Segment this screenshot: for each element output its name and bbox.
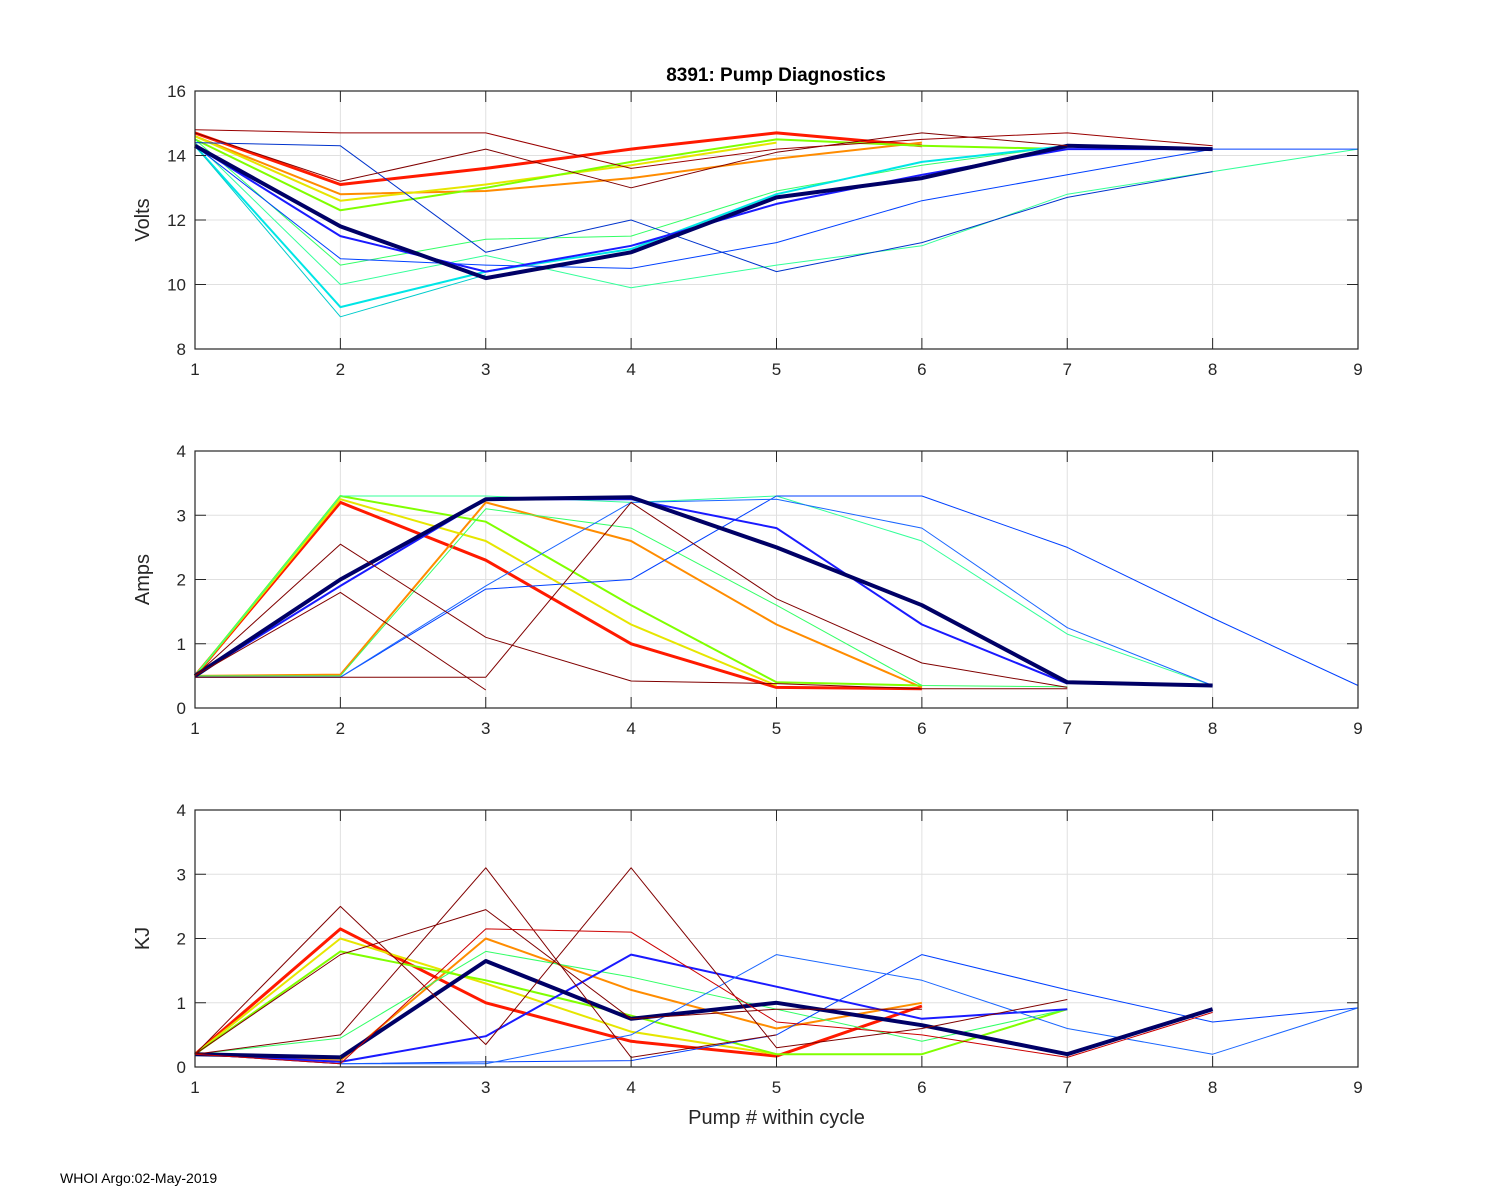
- y-tick-label: 10: [167, 276, 186, 295]
- y-tick-label: 2: [177, 571, 186, 590]
- series-line: [194, 132, 1068, 189]
- y-tick-label: 4: [177, 801, 186, 820]
- series-line: [194, 129, 1213, 169]
- series-line: [195, 498, 1213, 686]
- x-tick-label: 1: [190, 1078, 199, 1097]
- x-axis-label: Pump # within cycle: [688, 1107, 865, 1129]
- series-line: [194, 142, 1213, 273]
- x-tick-label: 9: [1353, 719, 1362, 738]
- x-tick-label: 2: [336, 719, 345, 738]
- x-tick-label: 4: [626, 360, 635, 379]
- x-tick-label: 7: [1063, 1078, 1072, 1097]
- y-tick-label: 2: [177, 930, 186, 949]
- series-line: [194, 501, 923, 689]
- series-line: [195, 495, 1359, 686]
- y-tick-label: 8: [177, 340, 186, 359]
- chart-title: 8391: Pump Diagnostics: [666, 65, 886, 86]
- x-tick-label: 6: [917, 360, 926, 379]
- x-tick-label: 6: [917, 1078, 926, 1097]
- footer-label: WHOI Argo:02-May-2019: [60, 1170, 218, 1186]
- series-line: [194, 543, 1068, 690]
- x-tick-label: 3: [481, 360, 490, 379]
- series-line: [195, 501, 1068, 688]
- y-tick-label: 0: [177, 1058, 186, 1077]
- series-line: [194, 142, 1359, 289]
- x-tick-label: 7: [1063, 360, 1072, 379]
- x-tick-label: 1: [190, 360, 199, 379]
- series-line: [194, 138, 1068, 212]
- y-tick-label: 3: [177, 506, 186, 525]
- x-tick-label: 9: [1353, 360, 1362, 379]
- series-line: [194, 135, 923, 196]
- series-line: [194, 143, 1213, 281]
- y-tick-label: 3: [177, 865, 186, 884]
- series-line: [195, 508, 1068, 688]
- series-line: [194, 954, 1359, 1065]
- x-tick-label: 5: [772, 360, 781, 379]
- series-line: [194, 867, 777, 1058]
- series-line: [194, 498, 777, 687]
- x-tick-label: 3: [481, 1078, 490, 1097]
- x-tick-label: 9: [1353, 1078, 1362, 1097]
- x-tick-label: 8: [1208, 1078, 1217, 1097]
- x-tick-label: 1: [190, 719, 199, 738]
- series-line: [194, 131, 923, 186]
- y-tick-label: 4: [177, 442, 186, 461]
- x-tick-label: 2: [336, 1078, 345, 1097]
- series-line: [194, 591, 487, 691]
- y-tick-label: 1: [177, 994, 186, 1013]
- series-line: [194, 144, 1068, 309]
- x-tick-label: 4: [626, 1078, 635, 1097]
- series-line: [193, 495, 1213, 688]
- series-line: [193, 500, 922, 691]
- series-line: [194, 867, 1068, 1055]
- y-tick-label: 1: [177, 635, 186, 654]
- y-axis-label: KJ: [132, 927, 154, 950]
- x-tick-label: 8: [1208, 360, 1217, 379]
- series-line: [194, 139, 1068, 266]
- series-line: [194, 950, 1068, 1055]
- series-line: [194, 937, 777, 1056]
- y-tick-label: 16: [167, 82, 186, 101]
- series-line: [194, 145, 1358, 269]
- x-tick-label: 3: [481, 719, 490, 738]
- x-tick-label: 8: [1208, 719, 1217, 738]
- y-axis-label: Amps: [132, 554, 154, 605]
- y-axis-label: Volts: [132, 198, 154, 241]
- x-tick-label: 2: [336, 360, 345, 379]
- series-line: [194, 495, 922, 687]
- series-line: [194, 909, 922, 1055]
- x-tick-label: 5: [772, 719, 781, 738]
- series-line: [194, 495, 1213, 686]
- series-line: [194, 145, 486, 318]
- series-line: [194, 927, 923, 1058]
- x-tick-label: 6: [917, 719, 926, 738]
- y-tick-label: 12: [167, 211, 186, 230]
- series-line: [194, 950, 1068, 1056]
- series-line: [194, 135, 777, 202]
- x-tick-label: 7: [1063, 719, 1072, 738]
- x-tick-label: 4: [626, 719, 635, 738]
- series-line: [194, 928, 1213, 1065]
- y-tick-label: 14: [167, 147, 186, 166]
- y-tick-label: 0: [177, 699, 186, 718]
- x-tick-label: 5: [772, 1078, 781, 1097]
